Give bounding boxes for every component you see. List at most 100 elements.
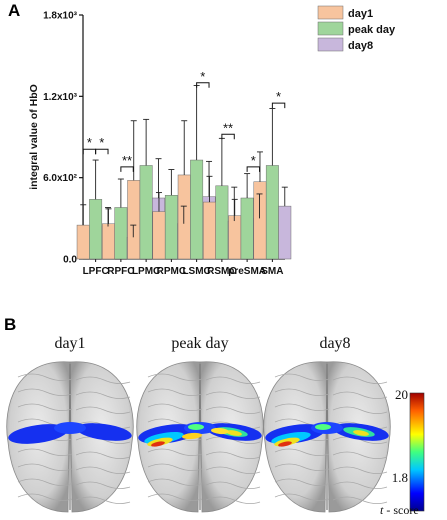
significance-bracket [196, 82, 210, 88]
legend-label: day8 [348, 40, 373, 52]
x-tick-label: RPMC [157, 266, 186, 277]
gyrus-line [205, 406, 261, 414]
significance-marker: ** [223, 120, 233, 135]
colorbar-gradient [409, 392, 425, 512]
gyrus-line [205, 451, 261, 459]
legend-swatch [317, 21, 344, 36]
gyrus-line [205, 466, 261, 474]
legend-swatch [317, 37, 344, 52]
brain-map-title: day1 [54, 335, 85, 352]
activation-left [8, 424, 68, 444]
x-tick-label: LSMC [182, 266, 210, 277]
gyrus-line [75, 406, 131, 414]
gyrus-line [205, 376, 261, 384]
significance-marker: * [99, 135, 104, 150]
gyrus-line [17, 448, 73, 456]
gyrus-line [17, 493, 73, 501]
gyrus-line [332, 481, 388, 489]
bar-day1-SMA [253, 181, 267, 260]
gyrus-line [274, 403, 330, 411]
gyrus-line [147, 373, 203, 381]
bar-chart-bars [76, 159, 292, 260]
legend-swatch [317, 5, 344, 20]
brain-map-day8: day8 [263, 335, 391, 513]
gyrus-line [147, 493, 203, 501]
significance-bracket [120, 166, 134, 172]
significance-bracket [246, 166, 261, 172]
significance-bracket [95, 148, 109, 155]
bar-peak-day-LPMC [139, 165, 153, 260]
significance-marker: * [200, 69, 205, 84]
x-tick-label: LPFC [83, 266, 109, 277]
gyrus-line [17, 373, 73, 381]
bar-peak-day-LSMC [190, 159, 204, 260]
bar-peak-day-RPFC [114, 207, 128, 260]
significance-marker: ** [122, 153, 132, 168]
gyrus-line [205, 481, 261, 489]
gyrus-line [75, 481, 131, 489]
x-tick-label: preSMA [228, 266, 266, 277]
panel-a-label: A [8, 1, 20, 20]
colorbar-unit-label: t - score [380, 503, 419, 517]
brain-map-title: day8 [319, 335, 350, 352]
colorbar-unit-suffix: - score [383, 503, 418, 517]
bar-day1-LPMC [127, 180, 141, 260]
colorbar-unit-symbol: t [380, 503, 384, 517]
x-tick-label: RSMC [207, 266, 236, 277]
legend-label: day1 [348, 8, 373, 20]
gyrus-line [332, 496, 388, 504]
activation-medial-mid [315, 424, 331, 430]
significance-marker: * [87, 135, 92, 150]
brain-maps: day1 peak day day8 [6, 335, 391, 513]
gyrus-line [274, 463, 330, 471]
bar-day1-RPFC [102, 223, 115, 260]
y-tick-label: 0.0 [63, 255, 77, 266]
activation-right [76, 423, 132, 441]
y-axis-label: integral value of HbO [28, 84, 40, 190]
activation-left-extra [182, 432, 202, 440]
gyrus-line [205, 496, 261, 504]
significance-marker: * [276, 89, 281, 104]
bar-day1-RSMC [203, 201, 216, 260]
bar-chart-axes: 0.0 6.0x10² 1.2x10³ 1.8x10³ integral value o… [28, 11, 285, 277]
gyrus-line [147, 403, 203, 411]
x-tick-label: RPFC [107, 266, 134, 277]
colorbar: 20 1.8 t - score [380, 387, 425, 517]
x-tick-label: LPMC [132, 266, 160, 277]
y-tick-label: 6.0x10² [43, 173, 78, 184]
gyrus-line [332, 376, 388, 384]
gyrus-line [17, 478, 73, 486]
bar-day1-LPFC [76, 224, 90, 260]
gyrus-line [274, 373, 330, 381]
gyrus-line [332, 391, 388, 399]
panel-b-label: B [4, 315, 16, 334]
y-tick-label: 1.2x10³ [43, 92, 78, 103]
significance-bracket [271, 102, 286, 109]
bar-peak-day-SMA [265, 165, 279, 260]
gyrus-line [147, 478, 203, 486]
activation-left-peak [278, 441, 292, 447]
x-tick-label: SMA [261, 266, 283, 277]
colorbar-max-label: 20 [395, 387, 408, 402]
bar-peak-day-preSMA [240, 197, 254, 260]
bar-peak-day-RPMC [164, 195, 178, 260]
bar-day8-SMA [278, 205, 292, 260]
gyrus-line [274, 478, 330, 486]
bar-peak-day-LPFC [89, 199, 103, 260]
significance-brackets: * ******** [82, 69, 286, 172]
gyrus-line [274, 448, 330, 456]
gyrus-line [274, 493, 330, 501]
gyrus-line [75, 451, 131, 459]
significance-marker: * [251, 153, 256, 168]
y-tick-label: 1.8x10³ [43, 11, 78, 22]
activation-left-peak [151, 441, 165, 447]
gyrus-line [147, 448, 203, 456]
brain-map-title: peak day [171, 335, 228, 352]
colorbar-min-label: 1.8 [392, 470, 408, 485]
bar-day1-preSMA [228, 215, 242, 260]
gyrus-line [17, 463, 73, 471]
activation-right-high [226, 430, 242, 436]
legend-label: peak day [348, 24, 396, 36]
gyrus-line [274, 388, 330, 396]
